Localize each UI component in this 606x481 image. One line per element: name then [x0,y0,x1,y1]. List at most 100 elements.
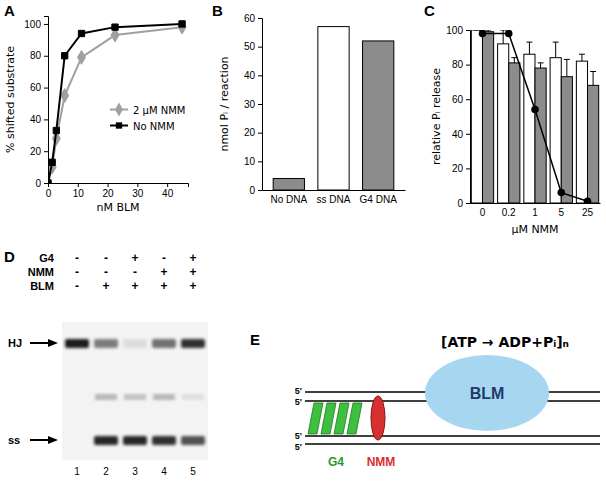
gel-band [152,339,176,348]
tick-mark [466,30,470,31]
bar [588,85,599,203]
axis: 020406080100 [24,17,48,189]
reaction-label: [ATP → ADP+Pᵢ]ₙ [441,334,569,350]
tick-mark [258,75,262,76]
tick: 30 [244,99,262,110]
tick-mark [466,203,470,204]
gel-row-label: NMM [28,266,54,278]
point [179,21,185,27]
tick-mark [44,56,48,57]
error-stem [514,58,515,63]
gel-band [181,436,205,445]
point [178,20,186,34]
tick: 60 [30,82,48,93]
tick: 0 [480,203,486,218]
point [505,30,513,37]
error-stem [566,59,567,76]
panel-label: E [250,331,260,348]
tick-mark [78,183,79,187]
gel-band-label: ss [8,434,20,446]
lane-number: 3 [132,466,138,477]
gel-mark: + [160,265,167,279]
axis: 00.21525 [471,203,601,218]
tick-mark [44,88,48,89]
g4-label: G4 [328,455,344,469]
gel-smear [153,394,175,400]
dna-strand [305,435,600,436]
bar [550,58,561,203]
gel-band [94,436,118,445]
tick: 30 [132,183,144,199]
tick-label: 10 [244,156,256,167]
tick-mark [258,161,262,162]
error-bar [474,30,480,31]
tick-mark [258,190,262,191]
error-bar [526,42,532,54]
legend-marker [116,122,122,128]
error-cap [538,62,544,63]
tick: No DNA [270,190,307,205]
tick-label: 20 [30,146,42,157]
tick: 0 [249,185,262,196]
axis-line [471,203,601,204]
tick-label: 100 [446,25,463,36]
tick-label: 0 [46,188,52,199]
tick-mark [167,183,168,187]
gel-mark: + [131,279,138,293]
gel-mark: - [104,251,108,265]
strand-end-label: 5' [295,397,302,407]
bar [318,27,349,190]
strand-end-label: 5' [295,442,302,452]
tick-mark [258,18,262,19]
gel-mark: - [75,279,79,293]
gel-mark: + [160,279,167,293]
legend-label: 2 μM NMM [133,105,185,116]
ligand-label: NMM [367,455,396,469]
tick-label: 50 [244,41,256,52]
y-axis-title: % shifted substrate [4,46,17,153]
tick: 20 [244,127,262,138]
g-quartet [321,403,336,434]
gel-background [62,322,208,460]
tick-label: 20 [103,188,115,199]
tick-mark [44,119,48,120]
tick-label: 60 [30,82,42,93]
error-bar [511,58,517,63]
error-cap [474,30,480,31]
error-cap [500,30,506,31]
error-stem [581,54,582,61]
lane-number: 1 [74,466,80,477]
tick-label: 80 [30,50,42,61]
tick-mark [466,134,470,135]
error-bar [485,30,491,32]
tick: 50 [244,41,262,52]
point [531,106,539,114]
axis-line [49,184,189,188]
tick-mark [258,47,262,48]
tick: 60 [452,94,470,105]
tick-mark [44,183,48,184]
tick-label: 40 [244,70,256,81]
tick-label: 0 [457,198,463,209]
figure-svg: ABCDE020406080100010203040nM BLM% shifte… [0,0,606,481]
tick: 40 [244,70,262,81]
tick-mark [137,183,138,187]
diagram-panel: BLM[ATP → ADP+Pᵢ]ₙG4NMM5'5'5'5' [295,334,600,469]
tick: 0.2 [502,203,516,218]
tick-mark [44,151,48,152]
gel-mark: + [189,265,196,279]
error-bar [590,72,596,86]
tick-label: No DNA [270,194,307,205]
panel-label: A [4,2,15,19]
legend-item: No NMM [110,121,175,132]
g-quartet [347,403,362,434]
point [584,197,592,203]
gel-band [65,339,89,348]
panel-label: C [424,2,435,19]
legend-marker [115,103,123,117]
point [557,189,565,197]
gel-band [181,339,205,348]
tick: 100 [446,25,470,36]
panel-label: B [212,2,223,19]
bar [561,77,572,203]
